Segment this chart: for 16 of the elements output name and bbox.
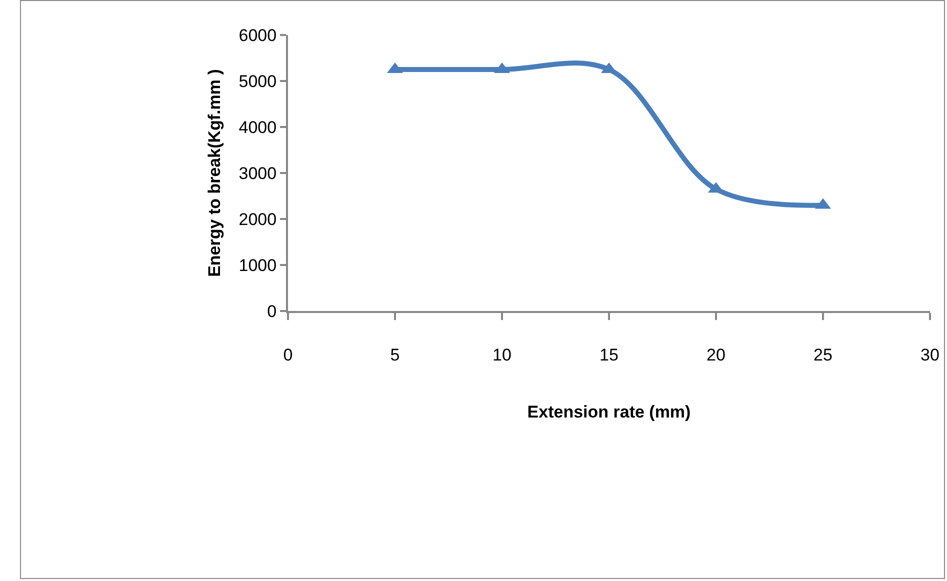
x-tick-label: 5 — [390, 345, 400, 364]
x-tick-label: 15 — [600, 345, 618, 364]
y-tick-label: 4000 — [238, 118, 277, 137]
x-tick-label: 20 — [706, 345, 726, 364]
y-tick-label: 2000 — [238, 210, 277, 229]
y-axis-title: Energy to break(Kgf.mm ) — [204, 69, 224, 277]
y-tick-label: 3000 — [238, 164, 277, 183]
y-tick-label: 1000 — [238, 256, 277, 275]
y-tick-label: 5000 — [238, 72, 277, 91]
y-tick-label: 0 — [267, 302, 277, 321]
x-tick-label: 0 — [283, 345, 293, 364]
x-tick-label: 25 — [814, 345, 832, 364]
x-tick-label: 30 — [920, 345, 940, 364]
x-axis-title: Extension rate (mm) — [527, 402, 691, 422]
x-tick-label: 10 — [492, 345, 512, 364]
y-tick-label: 6000 — [238, 26, 277, 45]
